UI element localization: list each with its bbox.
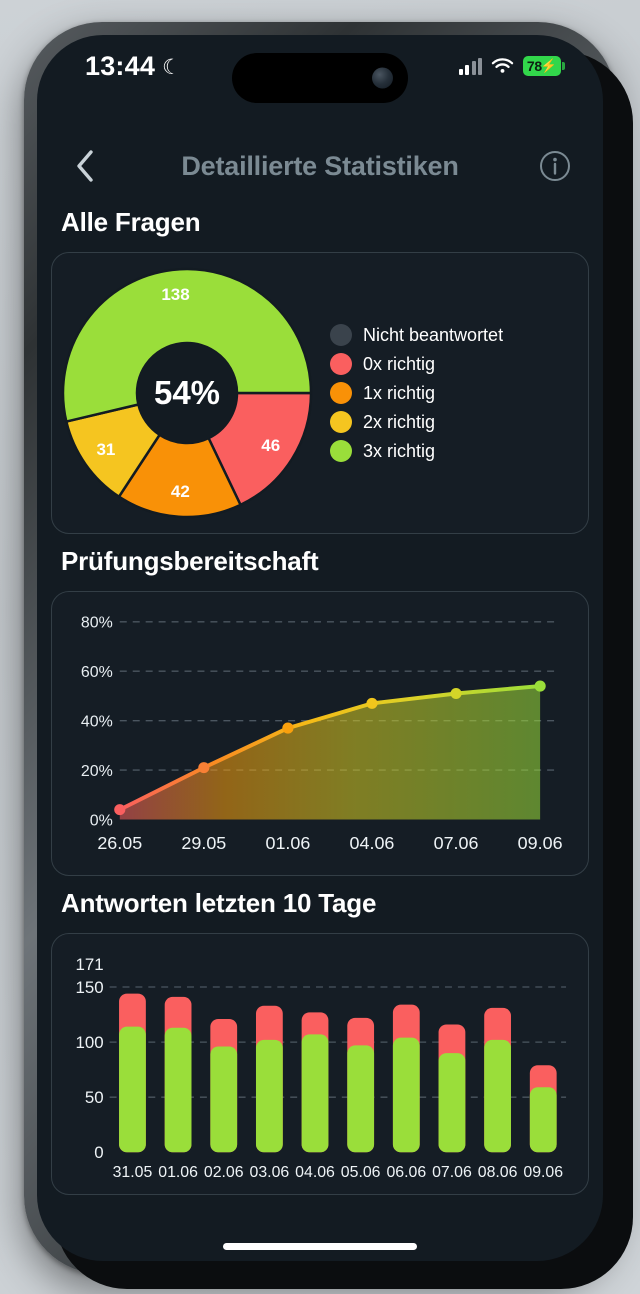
line-y-tick-label: 60%	[81, 664, 113, 681]
line-x-tick-label: 04.06	[350, 833, 395, 853]
bar-x-tick-label: 01.06	[158, 1164, 198, 1181]
section-title-answers: Antworten letzten 10 Tage	[61, 888, 377, 918]
line-data-point	[366, 697, 378, 709]
section-title-questions: Alle Fragen	[61, 207, 201, 237]
bar-x-tick-label: 02.06	[204, 1164, 244, 1181]
bar-segment-correct	[392, 1037, 420, 1153]
battery-level: 78	[526, 58, 542, 74]
line-x-tick-label: 26.05	[97, 833, 142, 853]
dynamic-island	[232, 53, 408, 103]
legend-label-unanswered: Nicht beantwortet	[363, 324, 504, 345]
readiness-line-chart[interactable]: 0% 20% 40% 60% 80% 26.05 29.05 01.06 04.06 07.06…	[64, 606, 572, 865]
legend-label-2x: 2x richtig	[363, 411, 436, 432]
legend-item-2x[interactable]: 2x richtig	[330, 411, 503, 433]
donut-chart-svg	[61, 267, 313, 519]
info-circle-icon	[540, 151, 570, 181]
donut-legend: Nicht beantwortet 0x richtig 1x richtig …	[330, 324, 503, 462]
donut-center-label: 54%	[153, 374, 221, 411]
bar-x-tick-label: 31.05	[113, 1164, 153, 1181]
bar-segment-correct	[255, 1039, 283, 1153]
front-camera	[372, 67, 393, 89]
bar-x-tick-label: 09.06	[523, 1164, 563, 1181]
bar-x-tick-label: 05.06	[341, 1164, 381, 1181]
bar-y-tick-label: 50	[85, 1088, 104, 1107]
line-x-tick-label: 29.05	[181, 833, 226, 853]
legend-item-0x[interactable]: 0x richtig	[330, 353, 503, 375]
page-title: Detaillierte Statistiken	[181, 150, 459, 181]
legend-label-3x: 3x richtig	[363, 440, 436, 461]
line-data-point	[198, 762, 210, 774]
readiness-card: 0% 20% 40% 60% 80% 26.05 29.05 01.06 04.06 07.06…	[51, 591, 589, 876]
questions-card: 54% 46 42 31 138 Nicht beantwortet 0x richt…	[51, 252, 589, 534]
battery-indicator: 78 ⚡	[523, 56, 565, 76]
back-button[interactable]	[63, 149, 107, 183]
bar-segment-correct	[164, 1027, 192, 1153]
bar-segment-correct	[301, 1034, 329, 1153]
bar-x-tick-label: 04.06	[295, 1164, 335, 1181]
donut-chart[interactable]: 54% 46 42 31 138	[58, 264, 316, 522]
line-data-point	[534, 680, 546, 692]
bar-y-tick-label: 150	[76, 978, 104, 997]
legend-swatch-1x	[330, 382, 352, 404]
answers-card: 0 50 100 150 171 31.05 01.06 02.06 03.06 04.06 05…	[51, 933, 589, 1195]
line-y-tick-label: 0%	[90, 813, 113, 830]
bar-x-tick-label: 07.06	[432, 1164, 472, 1181]
bar-x-tick-label: 03.06	[250, 1164, 290, 1181]
bar-x-tick-label: 06.06	[386, 1164, 426, 1181]
navigation-bar: Detaillierte Statistiken	[37, 135, 603, 197]
legend-item-3x[interactable]: 3x richtig	[330, 440, 503, 462]
bar-y-tick-label: 0	[94, 1143, 103, 1162]
section-title-readiness: Prüfungsbereitschaft	[61, 546, 319, 576]
legend-item-unanswered[interactable]: Nicht beantwortet	[330, 324, 503, 346]
legend-item-1x[interactable]: 1x richtig	[330, 382, 503, 404]
legend-swatch-3x	[330, 440, 352, 462]
phone-screen: 13:44 ☾ 78 ⚡	[37, 35, 603, 1261]
legend-label-0x: 0x richtig	[363, 353, 436, 374]
home-indicator[interactable]	[223, 1243, 417, 1250]
line-x-tick-label: 09.06	[518, 833, 563, 853]
chevron-left-icon	[77, 150, 93, 182]
answers-bar-chart[interactable]: 0 50 100 150 171 31.05 01.06 02.06 03.06 04.06 05…	[62, 946, 574, 1186]
line-y-tick-label: 20%	[81, 763, 113, 780]
legend-label-1x: 1x richtig	[363, 382, 436, 403]
wifi-icon	[491, 57, 514, 73]
bar-segment-correct	[484, 1039, 511, 1153]
moon-icon: ☾	[162, 55, 181, 79]
cellular-signal-icon	[458, 57, 482, 75]
info-button[interactable]	[533, 150, 577, 182]
status-bar-left: 13:44 ☾	[85, 51, 181, 82]
content-scroll-area[interactable]: Alle Fragen 54% 46 42 31 138 Nicht beantwor…	[37, 195, 603, 1261]
legend-swatch-unanswered	[330, 324, 352, 346]
line-x-tick-label: 01.06	[265, 833, 310, 853]
bar-y-tick-label: 171	[76, 955, 104, 974]
line-data-point	[114, 804, 126, 816]
bar-segment-correct	[438, 1053, 466, 1153]
line-data-point	[282, 722, 294, 734]
bar-x-tick-label: 08.06	[478, 1164, 518, 1181]
status-time: 13:44	[85, 50, 156, 81]
line-y-tick-label: 80%	[81, 615, 113, 632]
line-data-point	[450, 687, 462, 700]
bolt-icon: ⚡	[540, 58, 558, 73]
status-bar-right: 78 ⚡	[458, 56, 565, 76]
legend-swatch-2x	[330, 411, 352, 433]
bar-segment-correct	[210, 1046, 238, 1153]
bar-segment-correct	[119, 1026, 146, 1153]
bar-segment-correct	[529, 1087, 557, 1153]
status-bar: 13:44 ☾ 78 ⚡	[37, 35, 603, 103]
legend-swatch-0x	[330, 353, 352, 375]
bar-y-tick-label: 100	[76, 1033, 104, 1052]
line-y-tick-label: 40%	[81, 714, 113, 731]
bar-segment-correct	[347, 1045, 375, 1153]
line-x-tick-label: 07.06	[434, 833, 479, 853]
